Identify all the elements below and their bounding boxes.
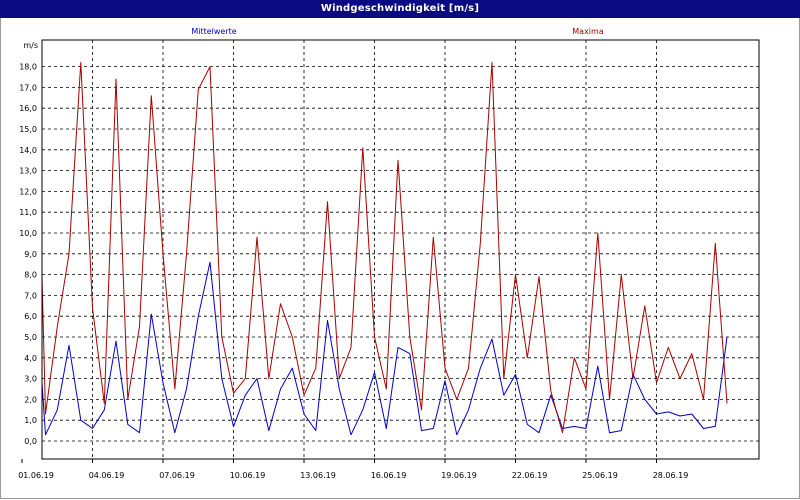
legend-maxima: Maxima [572,27,604,36]
x-tick-label: 16.06.19 [371,471,407,480]
y-axis-unit-label: m/s [23,41,38,50]
x-tick-label: 13.06.19 [300,471,336,480]
y-tick-label: 7,0 [24,291,37,300]
x-tick-label: 10.06.19 [230,471,266,480]
y-tick-label: 2,0 [24,395,37,404]
x-tick-label: 19.06.19 [441,471,477,480]
y-tick-label: 15,0 [19,125,37,134]
y-tick-label: 8,0 [24,271,37,280]
y-tick-label: 11,0 [19,208,37,217]
y-tick-labels: 0,0 1,0 2,0 3,0 4,0 5,0 6,0 7,0 8,0 9,0 10,0 11,0 12… [19,63,37,446]
y-tick-label: 10,0 [19,229,37,238]
y-tick-label: 13,0 [19,167,37,176]
y-tick-label: 17,0 [19,83,37,92]
y-tick-label: 9,0 [24,250,37,259]
x-tick-label: 25.06.19 [582,471,618,480]
series-lines [41,61,728,436]
y-tick-label: 18,0 [19,63,37,72]
x-tick-label: 28.06.19 [653,471,689,480]
chart-title-bar: Windgeschwindigkeit [m/s] [0,0,800,18]
y-tick-label: 12,0 [19,187,37,196]
y-tick-label: 5,0 [24,333,37,342]
x-tick-label: 07.06.19 [159,471,195,480]
y-tick-label: 3,0 [24,375,37,384]
plot-area-border [41,39,760,460]
legend-mittelwerte: Mittelwerte [191,27,236,36]
x-tick-label: 04.06.19 [89,471,125,480]
y-tick-label: 1,0 [24,416,37,425]
x-tick-label: 01.06.19 [18,471,54,480]
y-tick-label: 16,0 [19,104,37,113]
y-tick-label: 6,0 [24,312,37,321]
y-tick-label: 4,0 [24,354,37,363]
y-tick-label: 0,0 [24,437,37,446]
chart-title: Windgeschwindigkeit [m/s] [320,3,480,14]
series-line-maxima [41,61,728,434]
y-tick-label: 14,0 [19,146,37,155]
series-line-mittelwerte [41,261,728,436]
x-tick-label: 22.06.19 [512,471,548,480]
x-tick-labels: 01.06.19 04.06.19 07.06.19 10.06.19 13.06.19… [18,471,688,480]
